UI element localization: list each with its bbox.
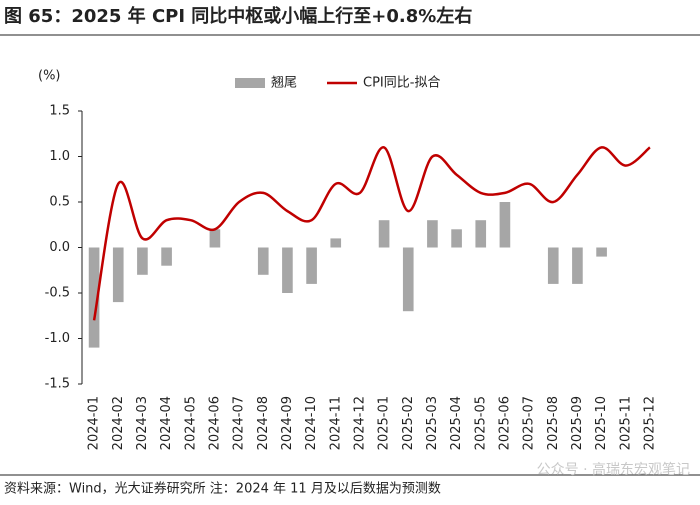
bar [282,247,293,293]
x-tick-label: 2025-04 [449,396,464,450]
bar [88,247,100,348]
x-tick-label: 2024-01 [87,396,102,450]
bar [330,238,342,248]
bar [209,229,221,248]
bar [596,247,607,257]
bar [475,220,487,248]
legend-label: CPI同比-拟合 [363,76,440,91]
y-tick-label: -1.5 [45,377,70,392]
x-tick-label: 2025-03 [425,396,440,450]
watermark: 公众号 · 高瑞东宏观笔记 [537,461,690,478]
line [92,146,651,321]
legend-swatch [235,78,265,88]
y-tick-label: 1.5 [49,104,70,119]
x-tick-label: 2024-02 [111,396,126,450]
bar [161,247,172,266]
x-tick-label: 2025-09 [570,396,585,450]
x-tick-label: 2024-12 [352,396,367,450]
y-tick-label: 1.0 [49,149,70,164]
x-tick-label: 2025-01 [377,396,392,450]
y-tick-label: 0.5 [49,195,70,210]
legend-label: 翘尾 [271,76,297,91]
bar [137,247,148,275]
x-tick-label: 2025-07 [522,396,537,450]
bar [427,220,438,248]
bar [499,202,511,248]
bar [378,220,390,248]
x-tick-label: 2024-04 [159,396,174,450]
x-tick-label: 2025-12 [642,396,657,450]
x-tick-label: 2024-10 [304,396,319,450]
y-tick-label: -0.5 [45,286,70,301]
x-tick-label: 2024-03 [135,396,150,450]
bar [306,247,317,284]
bar [257,247,269,275]
x-tick-label: 2025-11 [618,396,633,450]
x-tick-label: 2024-09 [280,396,295,450]
x-tick-label: 2025-10 [594,396,609,450]
bar [402,247,414,312]
bar [112,247,124,303]
footer: 资料来源：Wind，光大证券研究所 注：2024 年 11 月及以后数据为预测数 [4,481,441,497]
x-tick-label: 2024-05 [183,396,198,450]
x-tick-label: 2025-08 [546,396,561,450]
x-tick-label: 2024-11 [328,396,343,450]
title: 图 65：2025 年 CPI 同比中枢或小幅上行至+0.8%左右 [4,5,472,27]
x-tick-label: 2024-08 [256,396,271,450]
x-tick-label: 2025-02 [401,396,416,450]
x-tick-label: 2025-06 [497,396,512,450]
bar [451,229,462,248]
y-tick-label: 0.0 [49,240,70,255]
y-label: (%) [38,69,61,84]
x-tick-label: 2024-06 [207,396,222,450]
x-tick-label: 2024-07 [232,396,247,450]
bar [572,247,583,284]
y-tick-label: -1.0 [45,331,70,346]
x-tick-label: 2025-05 [473,396,488,450]
bar [547,247,559,284]
